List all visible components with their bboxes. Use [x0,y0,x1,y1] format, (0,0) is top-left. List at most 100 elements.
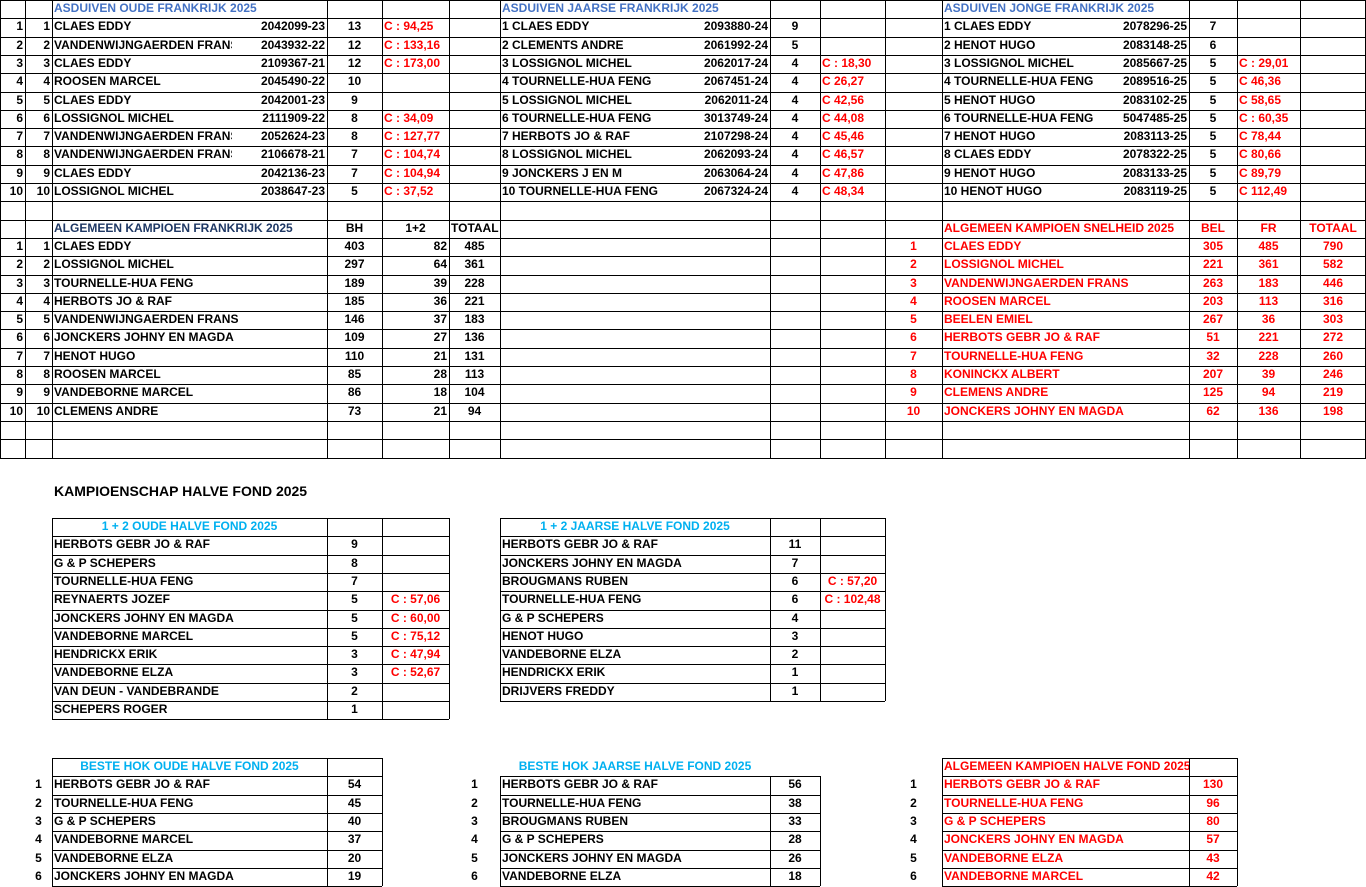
grid-line [52,813,382,814]
count: 7 [791,556,799,570]
coefficient: C 45,46 [822,129,865,143]
grid-line [0,366,1366,367]
points-1-2: 27 [433,330,447,344]
fr-points: 94 [1261,385,1276,399]
grid-line [52,646,449,647]
grid-line [52,573,449,574]
ring-number: 2038647-23 [260,184,325,198]
row-index: 7 [16,349,23,363]
count: 5 [351,629,358,643]
ring-number: 5047485-25 [1122,111,1187,125]
points-1-2: 28 [433,367,447,381]
rank: 5 [43,312,50,326]
bh-points: 185 [344,294,365,308]
grid-line [52,610,449,611]
ring-number: 2043932-22 [260,38,325,52]
rank: 10 [36,184,50,198]
name: HERBOTS GEBR JO & RAF [944,777,1101,791]
name: VANDEBORNE MARCEL [54,385,194,399]
coefficient: C : 173,00 [384,56,441,70]
name: VANDENWIJNGAERDEN FRANS [54,147,232,161]
name: TOURNELLE-HUA FENG [944,349,1084,363]
grid-line [327,758,328,887]
rank: 8 [43,367,50,381]
grid-line [942,795,1237,796]
name: TOURNELLE-HUA FENG [944,796,1084,810]
grid-line [942,813,1237,814]
points: 43 [1206,851,1220,865]
grid-line [449,0,450,458]
bh-points: 73 [347,404,362,418]
grid-line [382,518,383,720]
name: HERBOTS GEBR JO & RAF [54,537,211,551]
name: 5 LOSSIGNOL MICHEL [502,93,632,107]
total: 228 [464,276,485,290]
name: KONINCKX ALBERT [944,367,1060,381]
row-index: 3 [16,276,23,290]
total: 260 [1322,349,1344,363]
name: 3 LOSSIGNOL MICHEL [502,56,632,70]
coefficient: C 26,27 [822,74,865,88]
name: VANDEBORNE ELZA [502,647,622,661]
coefficient: C 47,86 [822,166,865,180]
name: VANDENWIJNGAERDEN FRANS [54,129,232,143]
grid-line [500,591,885,592]
grid-line [0,220,1366,221]
bh-points: 189 [344,276,365,290]
grid-line [52,628,449,629]
rank: 1 [43,19,50,33]
grid-line [820,0,821,458]
grid-line [1189,758,1190,887]
total: 272 [1322,330,1344,344]
coefficient: C 44,08 [822,111,865,125]
grid-line [1189,0,1190,458]
count: 5 [351,611,358,625]
row-index: 4 [16,294,23,308]
coefficient: C : 57,20 [827,574,878,588]
ring-number: 2078296-25 [1122,19,1187,33]
rank: 7 [910,349,917,363]
column-header: 1+2 [405,221,426,235]
coefficient [820,536,885,554]
grid-line [942,0,943,458]
count: 13 [347,19,362,33]
coefficient [382,555,449,573]
name: G & P SCHEPERS [54,814,156,828]
grid-line [500,868,820,869]
row-index: 5 [16,312,23,326]
table-title: ASDUIVEN OUDE FRANKRIJK 2025 [54,1,257,15]
count: 5 [1209,111,1217,125]
name: 6 TOURNELLE-HUA FENG [944,111,1094,125]
grid-line [500,0,501,458]
total: 221 [464,294,485,308]
rank: 2 [43,38,50,52]
count: 7 [351,147,358,161]
ring-number: 3013749-24 [703,111,768,125]
rank: 2 [910,796,917,810]
coefficient [382,92,449,110]
ring-number: 2111909-22 [262,111,325,125]
fr-points: 221 [1258,330,1279,344]
grid-line [25,0,26,458]
name: 7 HENOT HUGO [944,129,1036,143]
name: G & P SCHEPERS [502,611,604,625]
row-index: 8 [16,367,23,381]
ring-number: 2062093-24 [703,147,768,161]
count: 10 [347,74,362,88]
row-index: 8 [16,147,23,161]
grid-line [1237,758,1238,887]
table-title: ASDUIVEN JAARSE FRANKRIJK 2025 [502,1,719,15]
name: 1 CLAES EDDY [944,19,1032,33]
fr-points: 228 [1258,349,1279,363]
grid-line [0,37,1366,38]
rank: 9 [43,385,50,399]
name: 8 LOSSIGNOL MICHEL [502,147,632,161]
name: 4 TOURNELLE-HUA FENG [944,74,1094,88]
grid-line [0,238,1366,239]
table-title: BESTE HOK JAARSE HALVE FOND 2025 [518,759,752,773]
grid-line [500,701,885,702]
points: 20 [347,851,362,865]
coefficient: C 46,36 [1239,74,1282,88]
bel-points: 62 [1206,404,1220,418]
total: 361 [464,257,485,271]
